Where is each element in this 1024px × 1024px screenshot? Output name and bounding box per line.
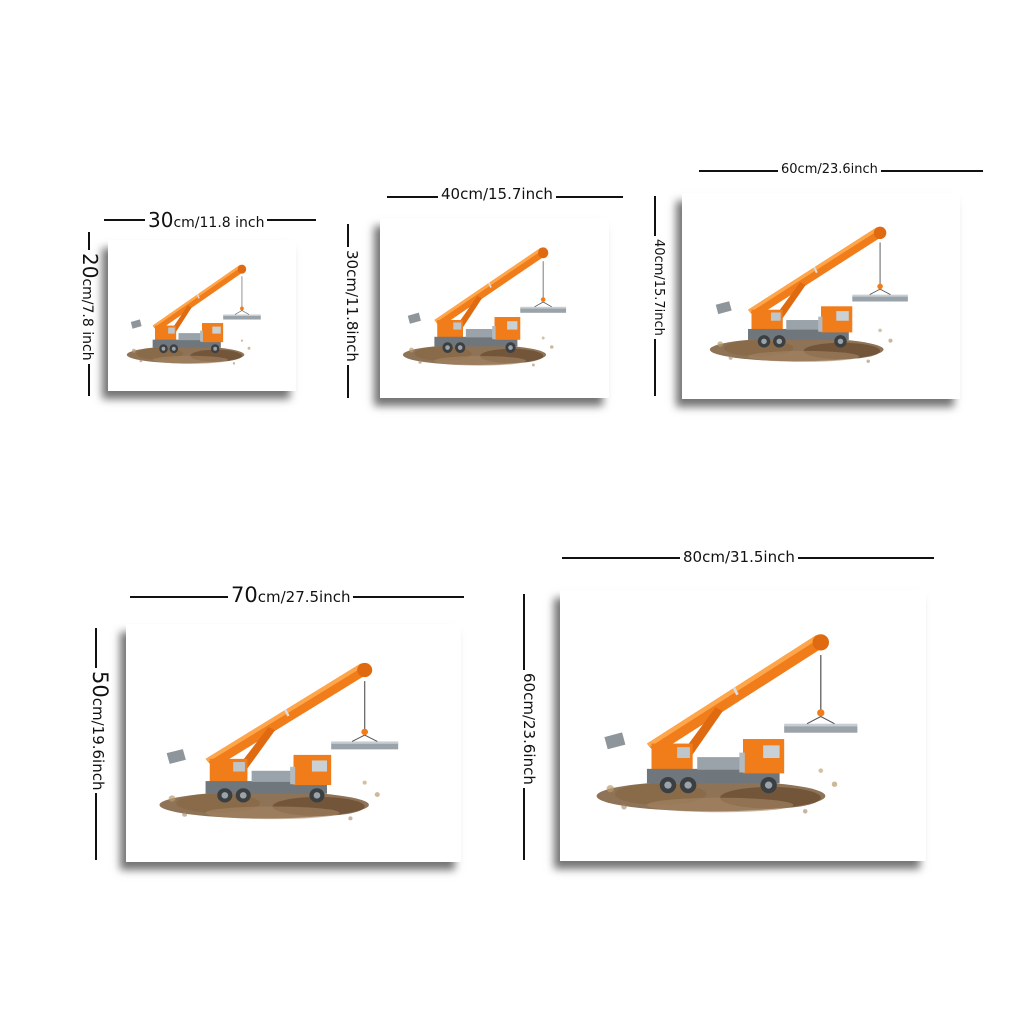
crane-truck-artwork bbox=[158, 661, 400, 822]
height-inch: 19.6inch bbox=[89, 725, 107, 791]
unit-cm: cm/ bbox=[79, 278, 95, 305]
width-inch: 11.8 inch bbox=[199, 215, 265, 231]
crane-truck-artwork bbox=[595, 632, 859, 815]
width-inch: 27.5inch bbox=[285, 588, 351, 606]
height-label: 50cm/19.6inch bbox=[88, 668, 112, 794]
height-label: 40cm/15.7inch bbox=[651, 236, 666, 339]
width-label: 60cm/23.6inch bbox=[778, 163, 881, 176]
height-label: 60cm/23.6inch bbox=[520, 670, 538, 788]
width-label: 70cm/27.5inch bbox=[228, 583, 354, 607]
canvas-print-80x60 bbox=[560, 590, 926, 861]
unit-cm: cm/ bbox=[89, 697, 107, 726]
width-label: 80cm/31.5inch bbox=[680, 550, 798, 565]
width-label: 30cm/11.8 inch bbox=[145, 208, 268, 232]
canvas-print-70x50 bbox=[126, 624, 461, 862]
width-cm: 30 bbox=[148, 208, 174, 232]
height-label: 20cm/7.8 inch bbox=[78, 250, 102, 364]
unit-cm: cm/ bbox=[257, 588, 286, 606]
crane-truck-artwork bbox=[401, 246, 567, 368]
canvas-print-30x20 bbox=[108, 240, 296, 391]
width-label: 40cm/15.7inch bbox=[438, 187, 556, 202]
height-cm: 20 bbox=[78, 253, 102, 279]
unit-cm: cm/ bbox=[173, 215, 200, 231]
crane-truck-artwork bbox=[126, 263, 262, 366]
height-inch: 7.8 inch bbox=[79, 304, 95, 361]
canvas-print-60x40 bbox=[682, 193, 960, 399]
crane-truck-artwork bbox=[708, 225, 909, 364]
height-label: 30cm/11.8inch bbox=[343, 247, 361, 365]
width-cm: 70 bbox=[231, 583, 258, 607]
height-cm: 50 bbox=[88, 671, 112, 698]
canvas-print-40x30 bbox=[380, 218, 609, 398]
